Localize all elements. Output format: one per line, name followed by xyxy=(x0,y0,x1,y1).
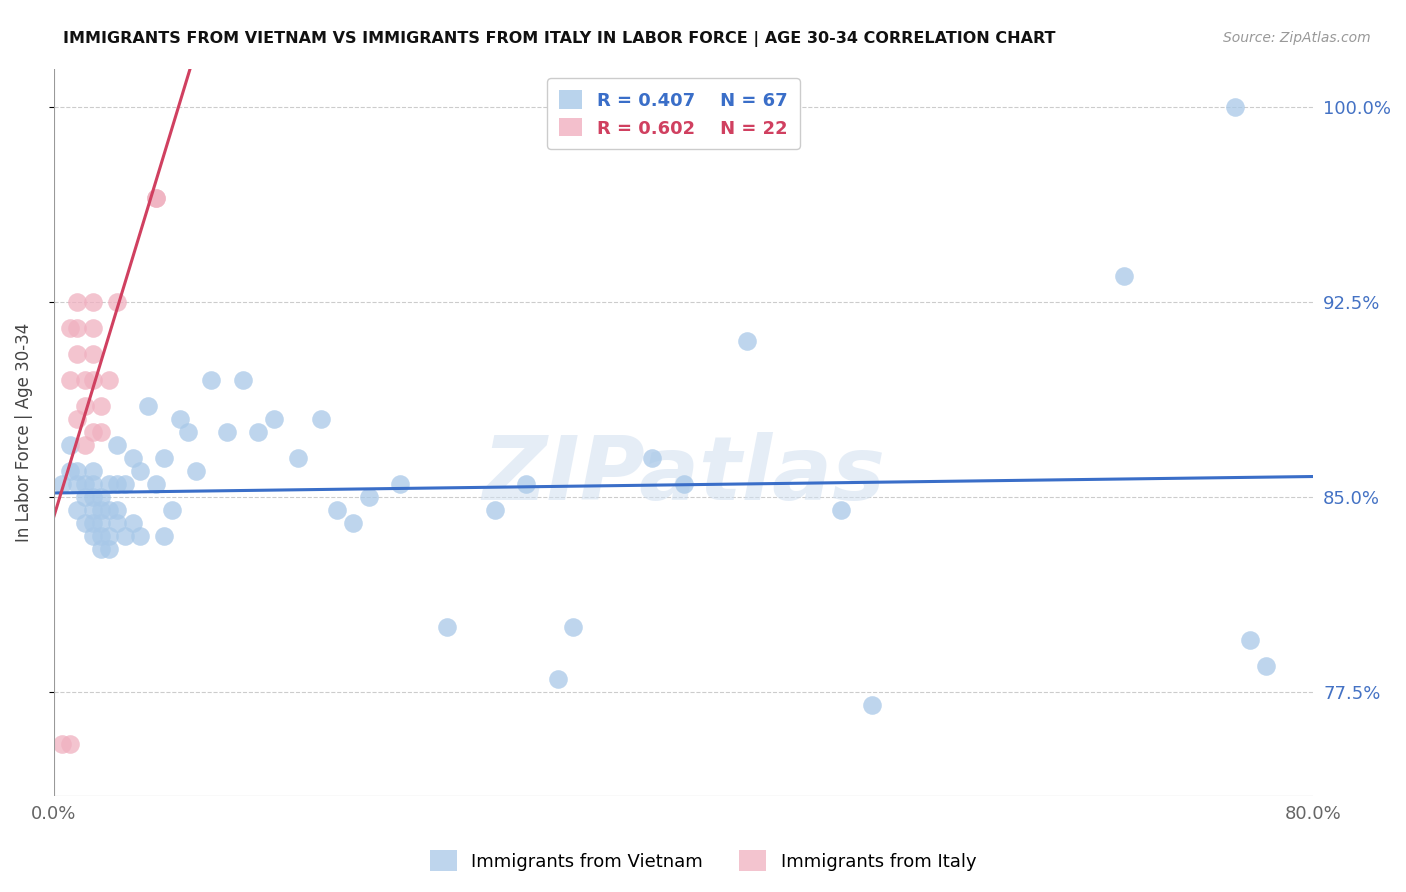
Point xyxy=(121,451,143,466)
Point xyxy=(58,464,80,478)
Point xyxy=(66,477,89,491)
Point xyxy=(82,516,104,530)
Text: IMMIGRANTS FROM VIETNAM VS IMMIGRANTS FROM ITALY IN LABOR FORCE | AGE 30-34 CORR: IMMIGRANTS FROM VIETNAM VS IMMIGRANTS FR… xyxy=(63,31,1056,47)
Point xyxy=(75,438,97,452)
Point xyxy=(862,698,884,712)
Legend: R = 0.407    N = 67, R = 0.602    N = 22: R = 0.407 N = 67, R = 0.602 N = 22 xyxy=(547,78,800,149)
Point xyxy=(484,503,506,517)
Point xyxy=(184,464,207,478)
Point xyxy=(105,516,128,530)
Point xyxy=(287,451,309,466)
Point xyxy=(1239,632,1261,647)
Point xyxy=(176,425,198,439)
Point xyxy=(90,490,112,504)
Point xyxy=(82,347,104,361)
Point xyxy=(105,477,128,491)
Point xyxy=(82,464,104,478)
Point xyxy=(263,412,285,426)
Point xyxy=(75,399,97,413)
Point xyxy=(641,451,664,466)
Legend: Immigrants from Vietnam, Immigrants from Italy: Immigrants from Vietnam, Immigrants from… xyxy=(423,843,983,879)
Point xyxy=(82,490,104,504)
Point xyxy=(153,529,176,543)
Point xyxy=(66,464,89,478)
Point xyxy=(105,503,128,517)
Point xyxy=(114,529,136,543)
Point xyxy=(82,295,104,310)
Point xyxy=(82,529,104,543)
Point xyxy=(51,477,73,491)
Point xyxy=(97,503,120,517)
Point xyxy=(1114,269,1136,284)
Point xyxy=(562,620,585,634)
Point xyxy=(145,191,167,205)
Point xyxy=(136,399,159,413)
Point xyxy=(169,412,191,426)
Point xyxy=(153,451,176,466)
Point xyxy=(75,516,97,530)
Point xyxy=(735,334,758,349)
Point xyxy=(357,490,380,504)
Point xyxy=(232,373,254,387)
Point xyxy=(830,503,852,517)
Point xyxy=(75,373,97,387)
Point xyxy=(1254,659,1277,673)
Point xyxy=(342,516,364,530)
Point xyxy=(90,541,112,556)
Point xyxy=(129,529,152,543)
Point xyxy=(82,425,104,439)
Point xyxy=(145,477,167,491)
Point xyxy=(58,321,80,335)
Point xyxy=(326,503,349,517)
Point xyxy=(82,373,104,387)
Point xyxy=(58,373,80,387)
Point xyxy=(247,425,270,439)
Point xyxy=(160,503,183,517)
Point xyxy=(215,425,238,439)
Point xyxy=(105,295,128,310)
Point xyxy=(66,503,89,517)
Text: ZIPatlas: ZIPatlas xyxy=(482,433,884,519)
Point xyxy=(58,737,80,751)
Point xyxy=(121,516,143,530)
Point xyxy=(129,464,152,478)
Point xyxy=(145,191,167,205)
Point xyxy=(82,503,104,517)
Point xyxy=(90,516,112,530)
Point xyxy=(66,321,89,335)
Point xyxy=(436,620,458,634)
Point xyxy=(515,477,537,491)
Point xyxy=(90,503,112,517)
Point xyxy=(90,425,112,439)
Point xyxy=(1223,100,1246,114)
Point xyxy=(58,438,80,452)
Point xyxy=(66,347,89,361)
Point xyxy=(672,477,695,491)
Point xyxy=(97,477,120,491)
Point xyxy=(547,672,569,686)
Point xyxy=(75,477,97,491)
Point xyxy=(97,373,120,387)
Point xyxy=(114,477,136,491)
Point xyxy=(97,541,120,556)
Y-axis label: In Labor Force | Age 30-34: In Labor Force | Age 30-34 xyxy=(15,323,32,541)
Point xyxy=(97,529,120,543)
Point xyxy=(200,373,222,387)
Point xyxy=(66,412,89,426)
Point xyxy=(66,295,89,310)
Point xyxy=(90,399,112,413)
Point xyxy=(75,490,97,504)
Text: Source: ZipAtlas.com: Source: ZipAtlas.com xyxy=(1223,31,1371,45)
Point xyxy=(82,321,104,335)
Point xyxy=(51,737,73,751)
Point xyxy=(82,477,104,491)
Point xyxy=(105,438,128,452)
Point xyxy=(90,529,112,543)
Point xyxy=(311,412,333,426)
Point xyxy=(389,477,412,491)
